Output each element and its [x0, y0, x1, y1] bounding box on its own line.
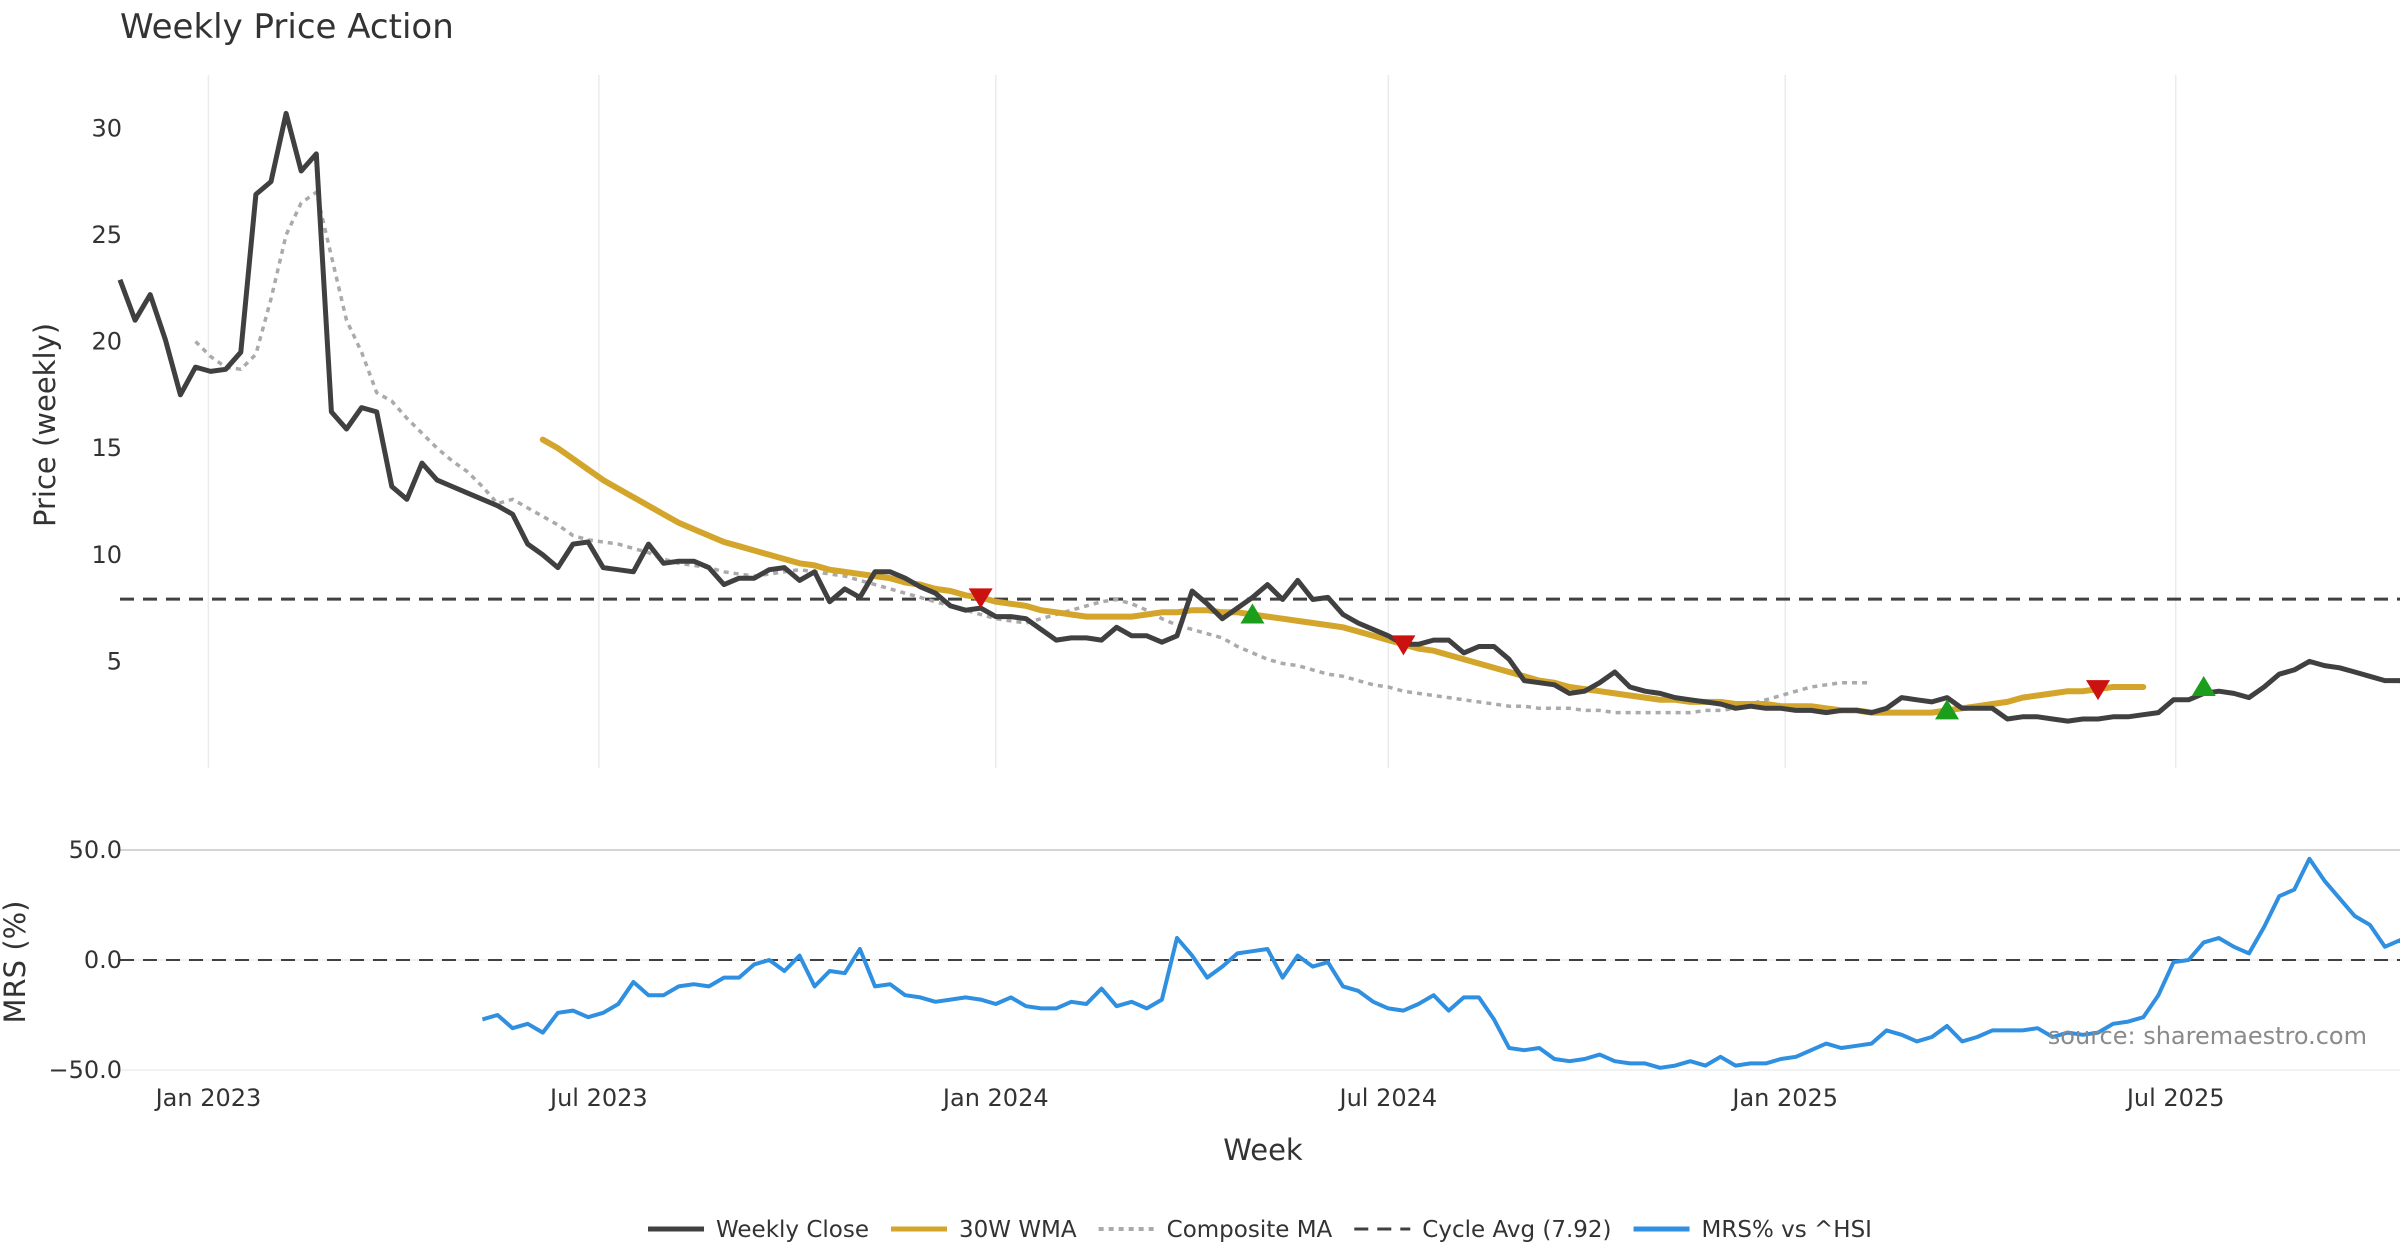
- buy-signal-marker: [1240, 603, 1265, 624]
- composite-ma-line: [194, 190, 1872, 715]
- price-panel: [117, 110, 2400, 724]
- x-tick-label: Jul 2023: [548, 1084, 648, 1112]
- buy-signal-marker: [2191, 675, 2216, 696]
- price-y-tick-label: 25: [91, 221, 122, 249]
- sell-signal-marker: [2086, 680, 2111, 701]
- price-y-tick-label: 5: [107, 647, 122, 675]
- legend-label: MRS% vs ^HSI: [1702, 1217, 1872, 1243]
- x-tick-label: Jul 2024: [1338, 1084, 1438, 1112]
- legend-label: 30W WMA: [959, 1217, 1077, 1243]
- legend-label: Cycle Avg (7.92): [1422, 1217, 1611, 1243]
- legend: Weekly Close 30W WMA Composite MA Cycle Avg…: [648, 1217, 1872, 1243]
- mrs-y-tick-label: 50.0: [69, 836, 122, 864]
- price-axis-title: Price (weekly): [28, 323, 62, 527]
- mrs-axis-title: MRS (%): [0, 901, 32, 1024]
- mrs-y-tick-label: 0.0: [84, 946, 122, 974]
- legend-label: Composite MA: [1167, 1217, 1333, 1243]
- price-y-tick-label: 15: [91, 434, 122, 462]
- x-tick-label: Jan 2024: [941, 1084, 1049, 1112]
- weekly-close-line: [117, 110, 2400, 724]
- chart-title: Weekly Price Action: [120, 7, 454, 47]
- axis-layer: Jan 2023 Jul 2023 Jan 2024 Jul 2024 Jan 2025…: [48, 114, 2224, 1112]
- grid-layer: [120, 75, 2400, 1071]
- price-y-tick-label: 10: [91, 541, 122, 569]
- mrs-panel: [120, 856, 2400, 1070]
- price-y-tick-label: 20: [91, 328, 122, 356]
- mrs-line: [481, 856, 2400, 1070]
- source-watermark: source: sharemaestro.com: [2048, 1022, 2367, 1050]
- wma-30w-line: [539, 436, 2147, 716]
- x-tick-label: Jan 2023: [154, 1084, 262, 1112]
- price-y-tick-label: 30: [91, 114, 122, 142]
- sell-signal-marker: [1391, 635, 1416, 656]
- legend-label: Weekly Close: [716, 1217, 869, 1243]
- x-tick-label: Jul 2025: [2125, 1084, 2225, 1112]
- x-axis-title: Week: [1223, 1133, 1303, 1167]
- sell-signal-marker: [968, 588, 993, 609]
- x-tick-label: Jan 2025: [1730, 1084, 1838, 1112]
- buy-signal-marker: [1935, 699, 1960, 720]
- mrs-y-tick-label: −50.0: [48, 1056, 122, 1084]
